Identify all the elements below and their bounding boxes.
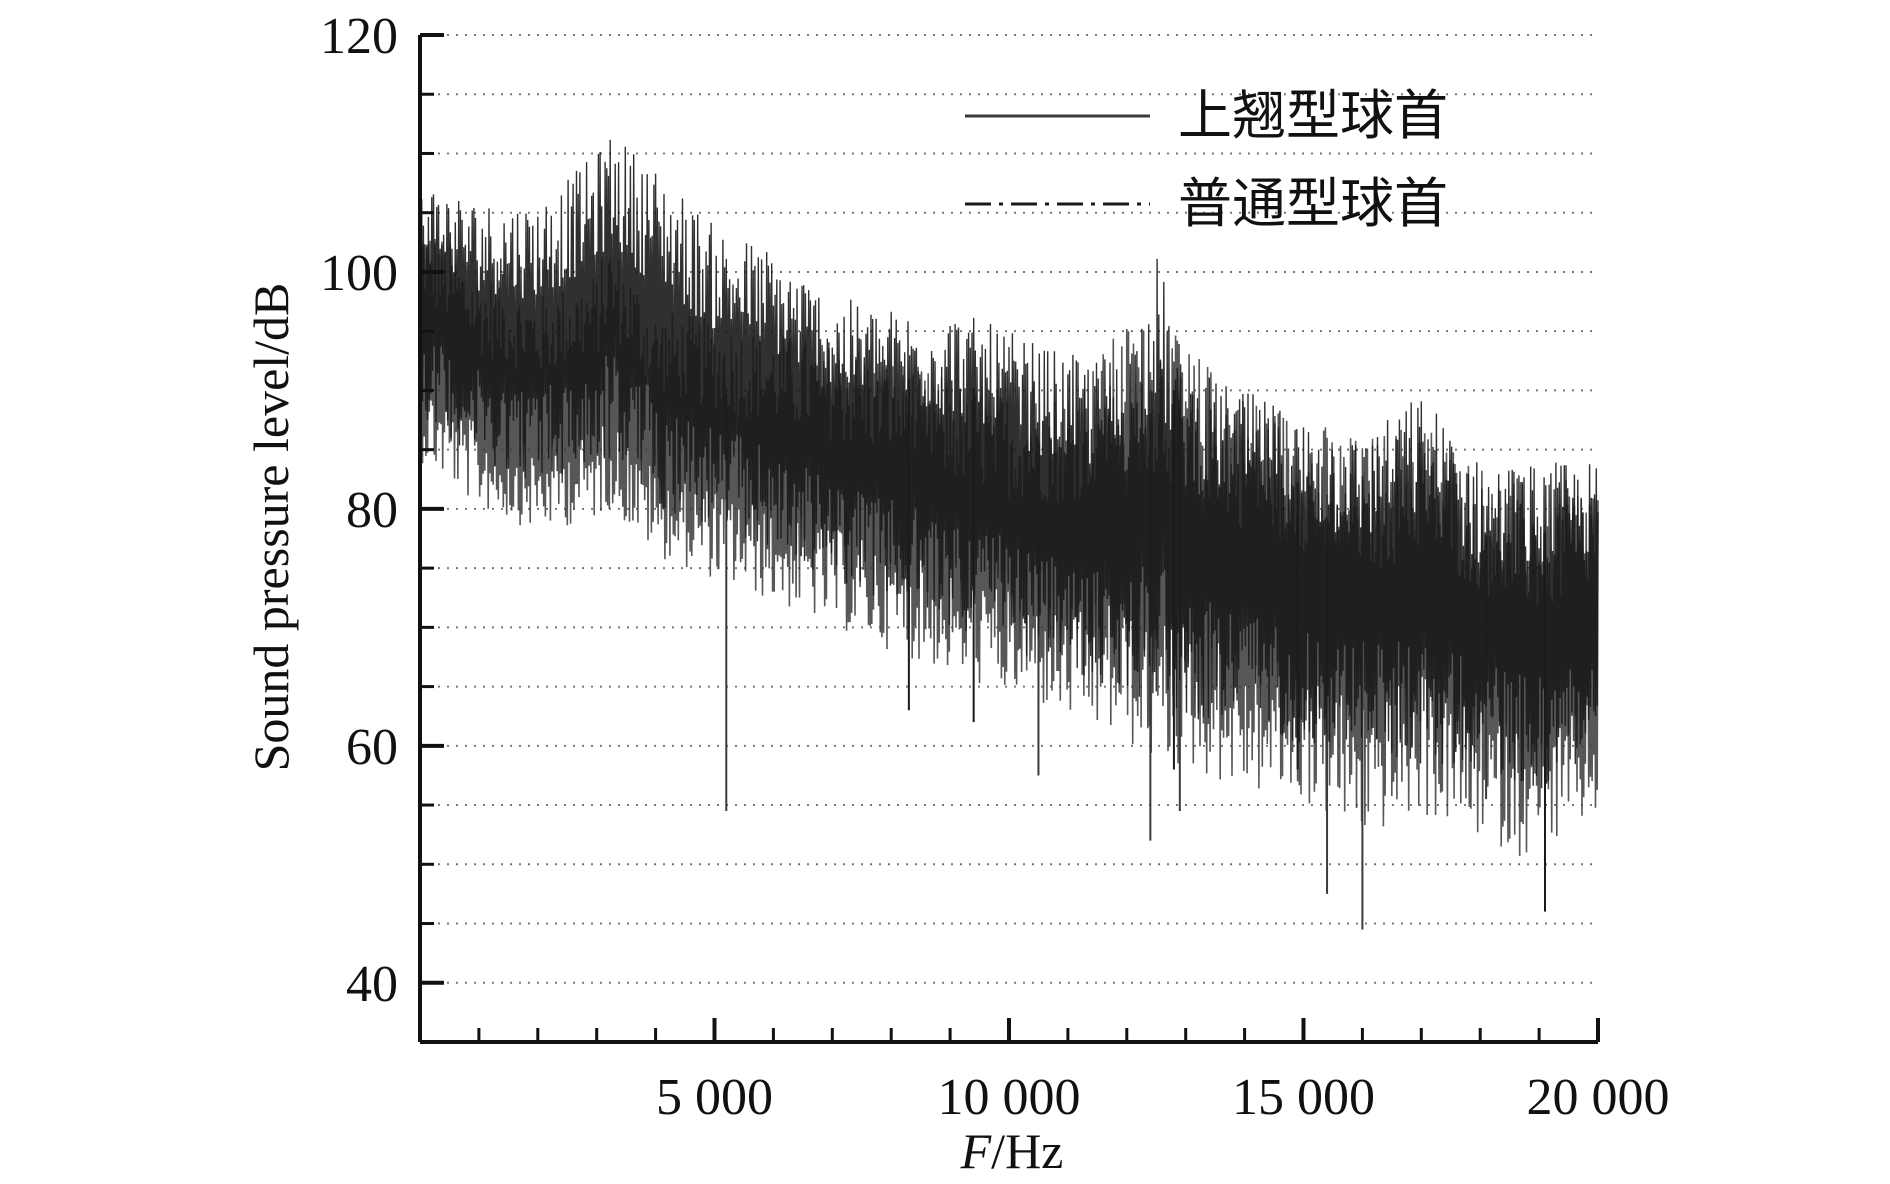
plot-series bbox=[419, 139, 1599, 930]
series-line bbox=[419, 139, 1599, 789]
x-tick-label: 15 000 bbox=[1232, 1069, 1375, 1126]
y-tick-label: 80 bbox=[346, 482, 398, 539]
y-tick-label: 120 bbox=[320, 8, 398, 65]
x-axis-title: F/Hz bbox=[960, 1123, 1064, 1179]
x-tick-label: 10 000 bbox=[938, 1069, 1081, 1126]
legend-label-normal-bulb: 普通型球首 bbox=[1178, 174, 1448, 234]
y-tick-label: 40 bbox=[346, 956, 398, 1013]
series-normal-bulb bbox=[419, 139, 1599, 912]
y-axis-title: Sound pressure level/dB bbox=[243, 283, 299, 772]
x-axis-title-unit: /Hz bbox=[991, 1123, 1063, 1179]
tick-labels: 40 60 80 100 120 5 000 10 000 15 000 20 000 bbox=[320, 8, 1670, 1126]
x-axis-title-variable: F bbox=[960, 1123, 992, 1179]
x-tick-label: 5 000 bbox=[656, 1069, 773, 1126]
y-tick-label: 100 bbox=[320, 245, 398, 302]
y-tick-label: 60 bbox=[346, 719, 398, 776]
axes bbox=[418, 33, 1600, 1044]
legend: 上翘型球首 普通型球首 bbox=[965, 86, 1448, 234]
x-tick-label: 20 000 bbox=[1527, 1069, 1670, 1126]
legend-label-upturned-bulb: 上翘型球首 bbox=[1178, 86, 1448, 146]
